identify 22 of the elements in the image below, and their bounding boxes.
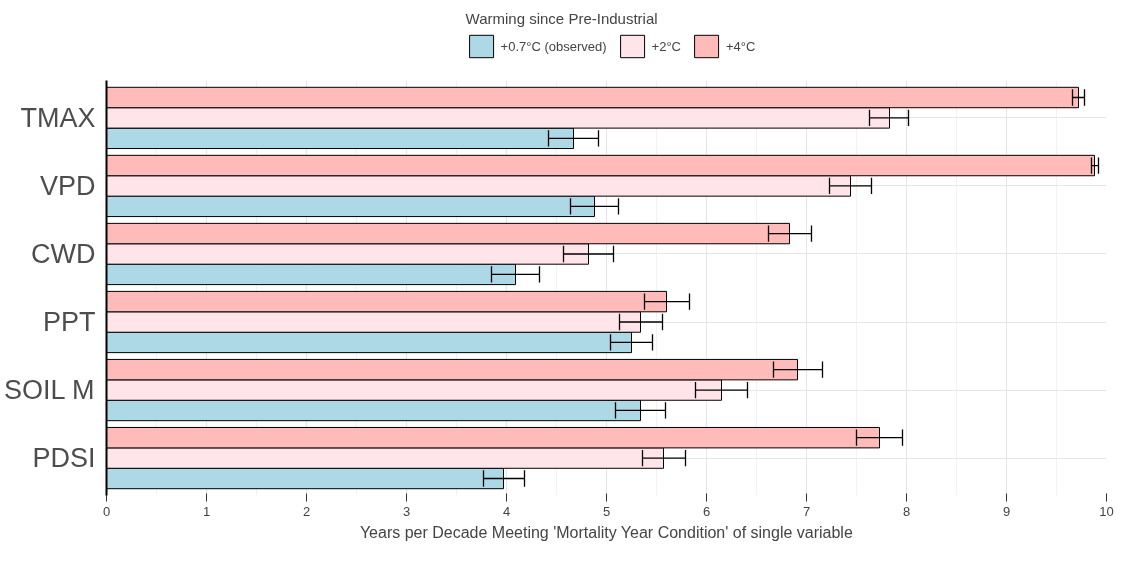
x-tick-label: 4 (502, 503, 511, 519)
x-tick-label: 9 (1002, 503, 1011, 519)
x-tick-label: 5 (602, 503, 611, 519)
y-tick-label: CWD (31, 238, 96, 269)
legend-title: Warming since Pre-Industrial (465, 10, 659, 27)
x-axis-title: Years per Decade Meeting 'Mortality Year Condition' of single variable (359, 523, 853, 541)
x-tick-label: 3 (402, 503, 411, 519)
x-tick-label: 0 (102, 503, 111, 519)
y-tick-label: PDSI (32, 443, 96, 474)
y-tick-label: VPD (39, 170, 96, 201)
x-tick-label: 8 (902, 503, 911, 519)
legend-label: +2°C (651, 38, 681, 54)
x-tick-label: 1 (202, 503, 211, 519)
legend-label: +0.7°C (observed) (500, 38, 607, 54)
legend-label: +4°C (726, 38, 756, 54)
x-tick-label: 7 (802, 503, 811, 519)
x-tick-label: 10 (1099, 503, 1114, 519)
x-tick-label: 6 (702, 503, 711, 519)
y-tick-label: PPT (42, 307, 96, 338)
x-tick-label: 2 (302, 503, 311, 519)
y-tick-label: SOIL M (3, 375, 95, 406)
y-tick-label: TMAX (20, 102, 96, 133)
